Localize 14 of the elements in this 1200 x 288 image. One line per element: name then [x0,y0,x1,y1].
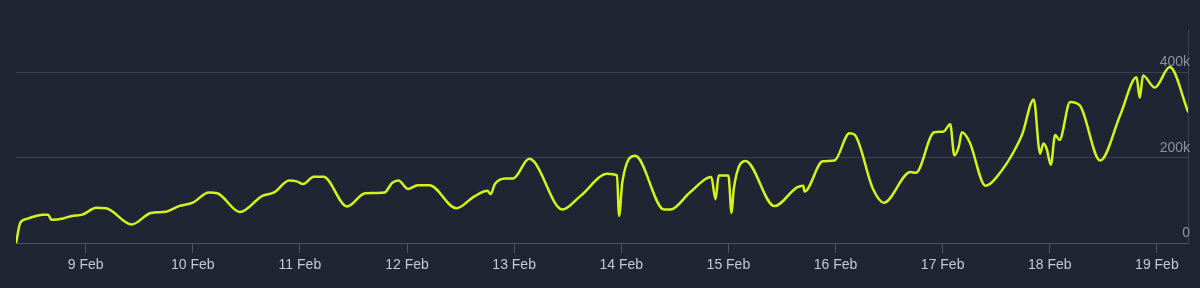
x-tick-label: 19 Feb [1135,256,1179,273]
x-tick-label: 10 Feb [170,256,215,273]
x-tick-label: 9 Feb [67,256,104,273]
x-tick-label: 15 Feb [706,256,751,273]
x-tick-label: 17 Feb [920,256,965,273]
y-tick-label: 200k [1159,138,1191,155]
x-tick-label: 16 Feb [813,256,858,273]
x-tick-label: 11 Feb [278,256,322,273]
x-tick-label: 18 Feb [1027,256,1072,273]
y-tick-label: 400k [1159,53,1191,70]
y-tick-label: 0 [1182,224,1191,241]
x-tick-label: 14 Feb [599,256,644,273]
x-tick-label: 13 Feb [492,256,537,273]
x-tick-label: 12 Feb [385,256,430,273]
